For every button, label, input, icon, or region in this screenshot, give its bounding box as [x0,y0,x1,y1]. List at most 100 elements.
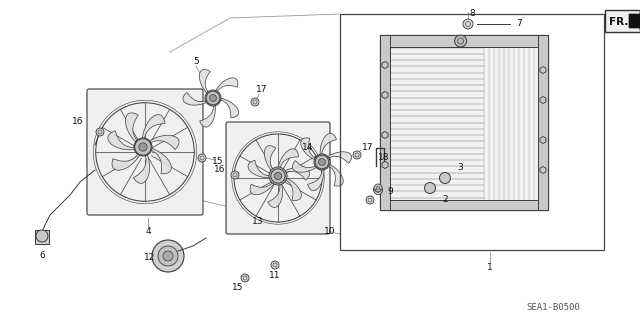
Circle shape [440,173,451,183]
Circle shape [135,139,151,155]
Text: 2: 2 [442,196,448,204]
Circle shape [317,158,326,167]
Text: 15: 15 [232,284,244,293]
Circle shape [269,167,287,185]
Bar [380,35,548,47]
Circle shape [454,35,467,47]
Bar [380,35,390,210]
Polygon shape [133,154,150,183]
Circle shape [231,171,239,179]
Circle shape [275,172,282,180]
Polygon shape [150,148,172,174]
Bar [605,10,640,32]
Text: 4: 4 [145,227,151,236]
Circle shape [241,274,249,282]
Polygon shape [200,70,210,94]
Text: 12: 12 [144,254,156,263]
Bar [380,35,548,210]
Bar [35,230,49,244]
Text: 7: 7 [516,19,522,28]
Text: 15: 15 [212,158,224,167]
Circle shape [374,184,382,192]
Polygon shape [142,115,165,139]
Polygon shape [284,177,301,200]
Text: 13: 13 [252,218,264,226]
Text: 14: 14 [302,144,314,152]
Polygon shape [540,66,546,73]
Bar [538,35,548,210]
Polygon shape [264,146,276,172]
Circle shape [36,230,48,242]
Polygon shape [320,133,337,155]
Polygon shape [108,131,135,150]
Circle shape [134,138,152,156]
Polygon shape [307,169,324,191]
Polygon shape [112,154,140,170]
Bar [340,14,604,250]
Polygon shape [183,93,207,105]
Polygon shape [328,164,343,186]
Circle shape [205,90,221,106]
Circle shape [315,155,329,169]
Text: 16: 16 [72,117,84,127]
Circle shape [96,128,104,136]
Polygon shape [149,135,179,150]
Circle shape [463,19,473,29]
Polygon shape [250,182,275,195]
Circle shape [206,91,220,105]
Polygon shape [284,167,310,180]
Bar [380,200,548,210]
Polygon shape [301,138,316,160]
Polygon shape [382,131,388,138]
Circle shape [424,182,435,194]
Polygon shape [268,182,282,207]
Polygon shape [629,12,640,30]
FancyBboxPatch shape [226,122,330,234]
Text: 11: 11 [269,271,281,280]
Polygon shape [382,161,388,168]
Text: 17: 17 [362,144,374,152]
Text: 16: 16 [214,166,226,174]
Circle shape [353,151,361,159]
Circle shape [198,154,206,162]
Circle shape [366,196,374,204]
Circle shape [271,169,285,183]
Polygon shape [292,160,317,172]
Circle shape [139,143,147,151]
Circle shape [209,94,216,101]
Text: FR.: FR. [609,17,628,27]
Text: 10: 10 [324,227,336,236]
Text: 6: 6 [39,250,45,259]
Text: 5: 5 [193,57,199,66]
Circle shape [314,154,330,170]
Circle shape [158,246,178,266]
Polygon shape [540,137,546,144]
Polygon shape [540,97,546,103]
Polygon shape [125,113,138,142]
Polygon shape [327,152,351,163]
Text: 9: 9 [387,188,393,197]
Text: 8: 8 [469,10,475,19]
FancyBboxPatch shape [87,89,203,215]
Polygon shape [540,167,546,174]
Text: 1: 1 [487,263,493,272]
Circle shape [152,240,184,272]
Circle shape [251,98,259,106]
Circle shape [138,142,148,152]
Polygon shape [215,78,238,92]
Polygon shape [248,160,271,178]
Circle shape [273,171,283,181]
Circle shape [271,261,279,269]
Polygon shape [278,149,298,169]
Text: SEA1-B0500: SEA1-B0500 [526,303,580,313]
Polygon shape [382,62,388,69]
Polygon shape [382,92,388,99]
Polygon shape [220,98,239,118]
Circle shape [209,93,218,102]
Text: 3: 3 [457,164,463,173]
Polygon shape [200,105,216,127]
Circle shape [374,186,383,195]
Circle shape [319,159,325,166]
Circle shape [163,251,173,261]
Text: 18: 18 [378,153,390,162]
